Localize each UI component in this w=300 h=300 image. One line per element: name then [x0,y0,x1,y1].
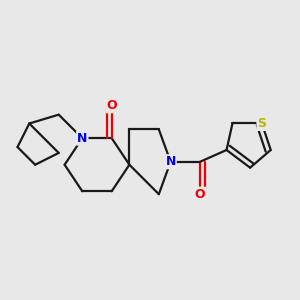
Text: N: N [165,155,176,168]
Text: O: O [106,99,117,112]
Text: S: S [257,117,266,130]
Text: O: O [195,188,206,201]
Text: N: N [77,132,88,145]
